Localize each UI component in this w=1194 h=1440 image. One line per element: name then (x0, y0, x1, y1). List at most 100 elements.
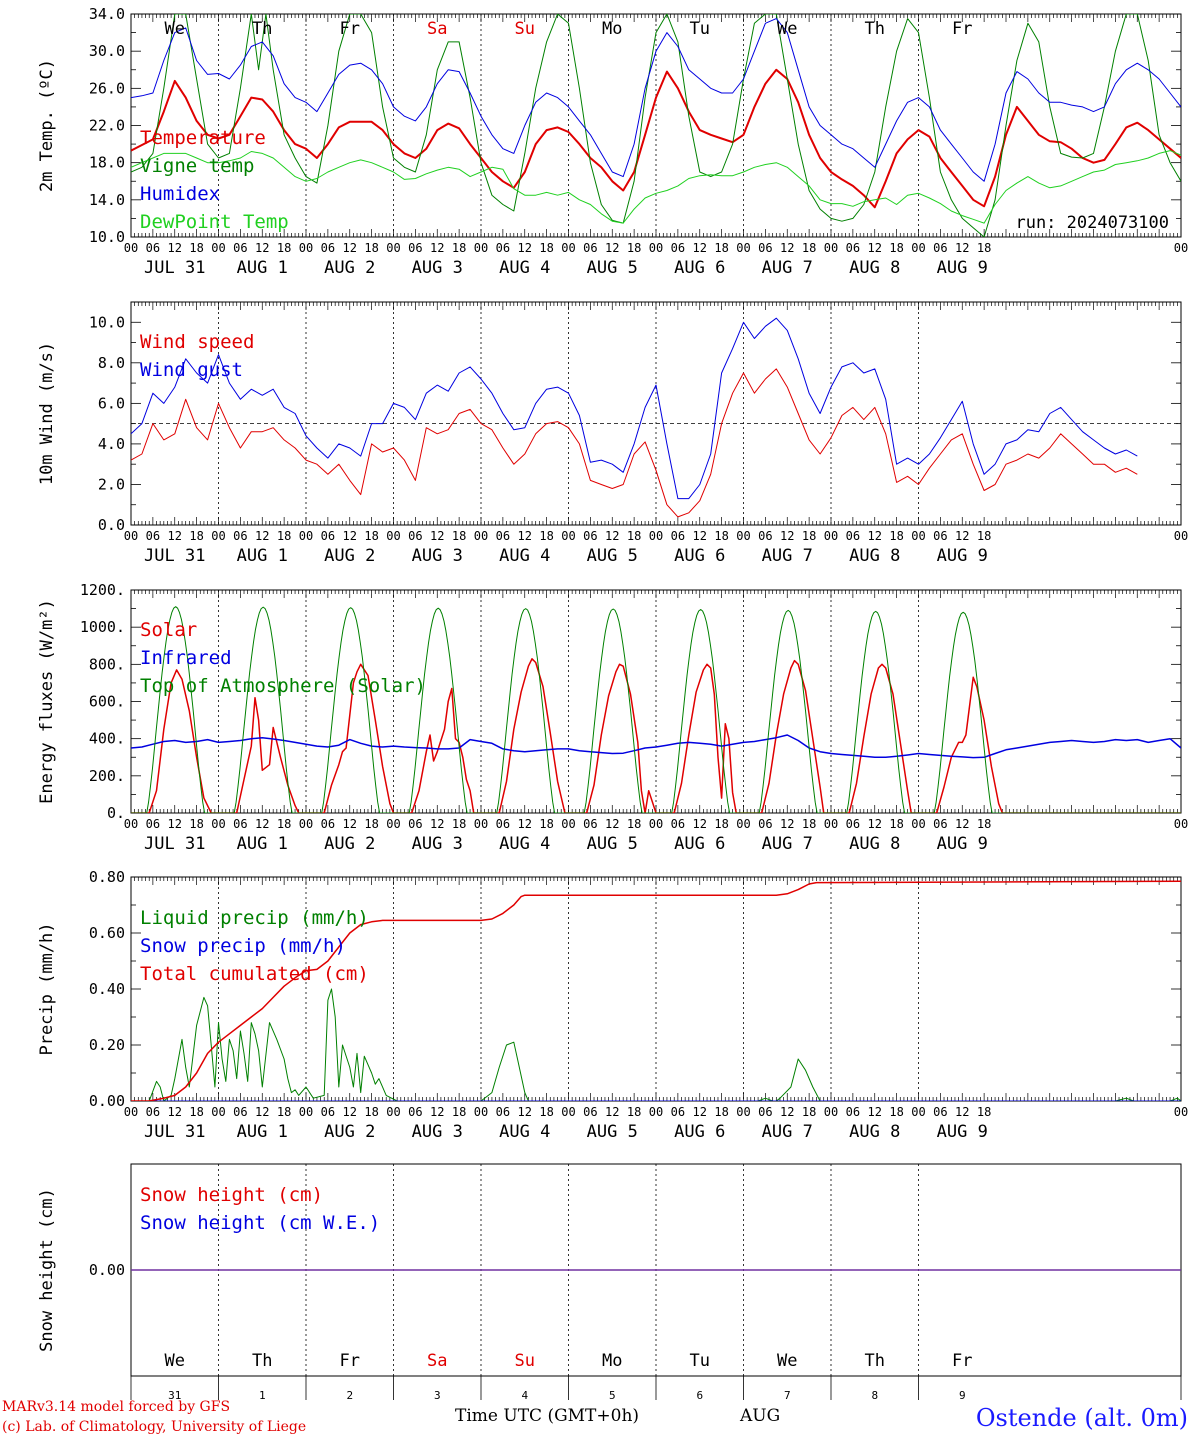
weekday-label: Fr (340, 19, 360, 39)
hour-label: 00 (1174, 529, 1188, 543)
hour-label: 06 (233, 1105, 247, 1119)
hour-label: 00 (1174, 817, 1188, 831)
model-credit: MARv3.14 model forced by GFS (2, 1399, 231, 1415)
date-label: AUG 7 (762, 258, 813, 278)
hour-label: 06 (933, 529, 947, 543)
y-tick-label: 0.40 (89, 980, 125, 998)
hour-label: 18 (627, 1105, 641, 1119)
day-number-label: 5 (609, 1389, 616, 1402)
panel-temperature: 00 06 12 18 00 06 12 18 00 06 12 18 00 06 12 18 00 06 12 18… (37, 5, 1188, 278)
weekday-label: Fr (952, 1351, 972, 1371)
hour-label: 00 (1174, 1105, 1188, 1119)
hour-label: 18 (277, 529, 291, 543)
date-label: AUG 3 (412, 258, 463, 278)
series-line-vigne-temp (131, 14, 1181, 237)
date-label: AUG 6 (674, 258, 725, 278)
date-label: AUG 1 (237, 1122, 288, 1142)
y-tick-label: 34.0 (89, 5, 125, 23)
date-label: AUG 9 (937, 258, 988, 278)
day-number-label: 7 (784, 1389, 791, 1402)
weekday-label: We (777, 1351, 797, 1371)
hour-label: 06 (758, 1105, 772, 1119)
hour-label: 00 (211, 817, 225, 831)
date-label: JUL 31 (144, 546, 205, 566)
hour-label: 00 (211, 1105, 225, 1119)
date-label: AUG 7 (762, 546, 813, 566)
hour-label: 12 (868, 817, 882, 831)
weekday-label: Th (865, 1351, 885, 1371)
date-label: AUG 9 (937, 834, 988, 854)
hour-label: 06 (583, 529, 597, 543)
y-axis-label: Snow height (cm) (37, 1188, 57, 1352)
hour-label: 00 (736, 529, 750, 543)
hour-label: 00 (474, 529, 488, 543)
legend-entry: Temperature (140, 127, 266, 149)
hour-label: 06 (321, 1105, 335, 1119)
hour-label: 18 (452, 817, 466, 831)
legend-entry: Wind gust (140, 359, 243, 381)
hour-label: 06 (583, 241, 597, 255)
date-label: AUG 2 (324, 834, 375, 854)
hour-label: 12 (605, 1105, 619, 1119)
day-number-label: 31 (168, 1389, 181, 1402)
date-label: AUG 4 (499, 1122, 550, 1142)
hour-label: 12 (780, 529, 794, 543)
date-label: AUG 7 (762, 1122, 813, 1142)
hour-label: 00 (299, 1105, 313, 1119)
hour-label: 18 (452, 1105, 466, 1119)
legend-entry: Humidex (140, 183, 220, 205)
hour-label: 06 (496, 817, 510, 831)
hour-label: 06 (496, 241, 510, 255)
hour-label: 00 (649, 529, 663, 543)
date-label: AUG 5 (587, 258, 638, 278)
date-label: JUL 31 (144, 1122, 205, 1142)
hour-label: 06 (758, 241, 772, 255)
legend-entry: Infrared (140, 647, 232, 669)
time-axis-label: Time UTC (GMT+0h) (455, 1406, 640, 1426)
weekday-label: Su (515, 1351, 535, 1371)
y-tick-label: 1000. (80, 618, 125, 636)
hour-label: 06 (846, 241, 860, 255)
date-label: AUG 3 (412, 834, 463, 854)
date-label: AUG 9 (937, 546, 988, 566)
y-tick-label: 0.60 (89, 924, 125, 942)
hour-label: 06 (233, 241, 247, 255)
day-number-label: 9 (959, 1389, 966, 1402)
hour-label: 00 (299, 241, 313, 255)
hour-label: 06 (496, 1105, 510, 1119)
hour-label: 06 (146, 1105, 160, 1119)
y-tick-label: 6.0 (98, 394, 125, 412)
hour-label: 18 (627, 529, 641, 543)
series-line-wind-speed (131, 368, 1138, 518)
date-label: JUL 31 (144, 834, 205, 854)
hour-label: 12 (430, 817, 444, 831)
hour-label: 18 (977, 817, 991, 831)
hour-label: 18 (539, 1105, 553, 1119)
hour-label: 06 (321, 817, 335, 831)
weekday-label: We (777, 19, 797, 39)
y-tick-label: 4.0 (98, 435, 125, 453)
series-line-humidex (131, 18, 1181, 182)
y-tick-label: 200. (89, 767, 125, 785)
hour-label: 18 (364, 1105, 378, 1119)
y-tick-label: 1200. (80, 581, 125, 599)
date-label: AUG 1 (237, 546, 288, 566)
hour-label: 00 (386, 241, 400, 255)
date-label: AUG 8 (849, 834, 900, 854)
y-axis-label: 10m Wind (m/s) (37, 342, 57, 485)
day-number-label: 8 (871, 1389, 878, 1402)
hour-label: 00 (299, 817, 313, 831)
hour-label: 06 (671, 241, 685, 255)
weekday-label: Sa (427, 1351, 447, 1371)
hour-label: 18 (802, 817, 816, 831)
hour-label: 12 (255, 529, 269, 543)
hour-label: 12 (255, 241, 269, 255)
legend-entry: Wind speed (140, 331, 254, 353)
hour-label: 18 (714, 529, 728, 543)
hour-label: 00 (474, 817, 488, 831)
hour-label: 18 (364, 529, 378, 543)
hour-label: 18 (889, 241, 903, 255)
day-number-label: 4 (521, 1389, 528, 1402)
hour-label: 00 (474, 1105, 488, 1119)
hour-label: 18 (714, 1105, 728, 1119)
